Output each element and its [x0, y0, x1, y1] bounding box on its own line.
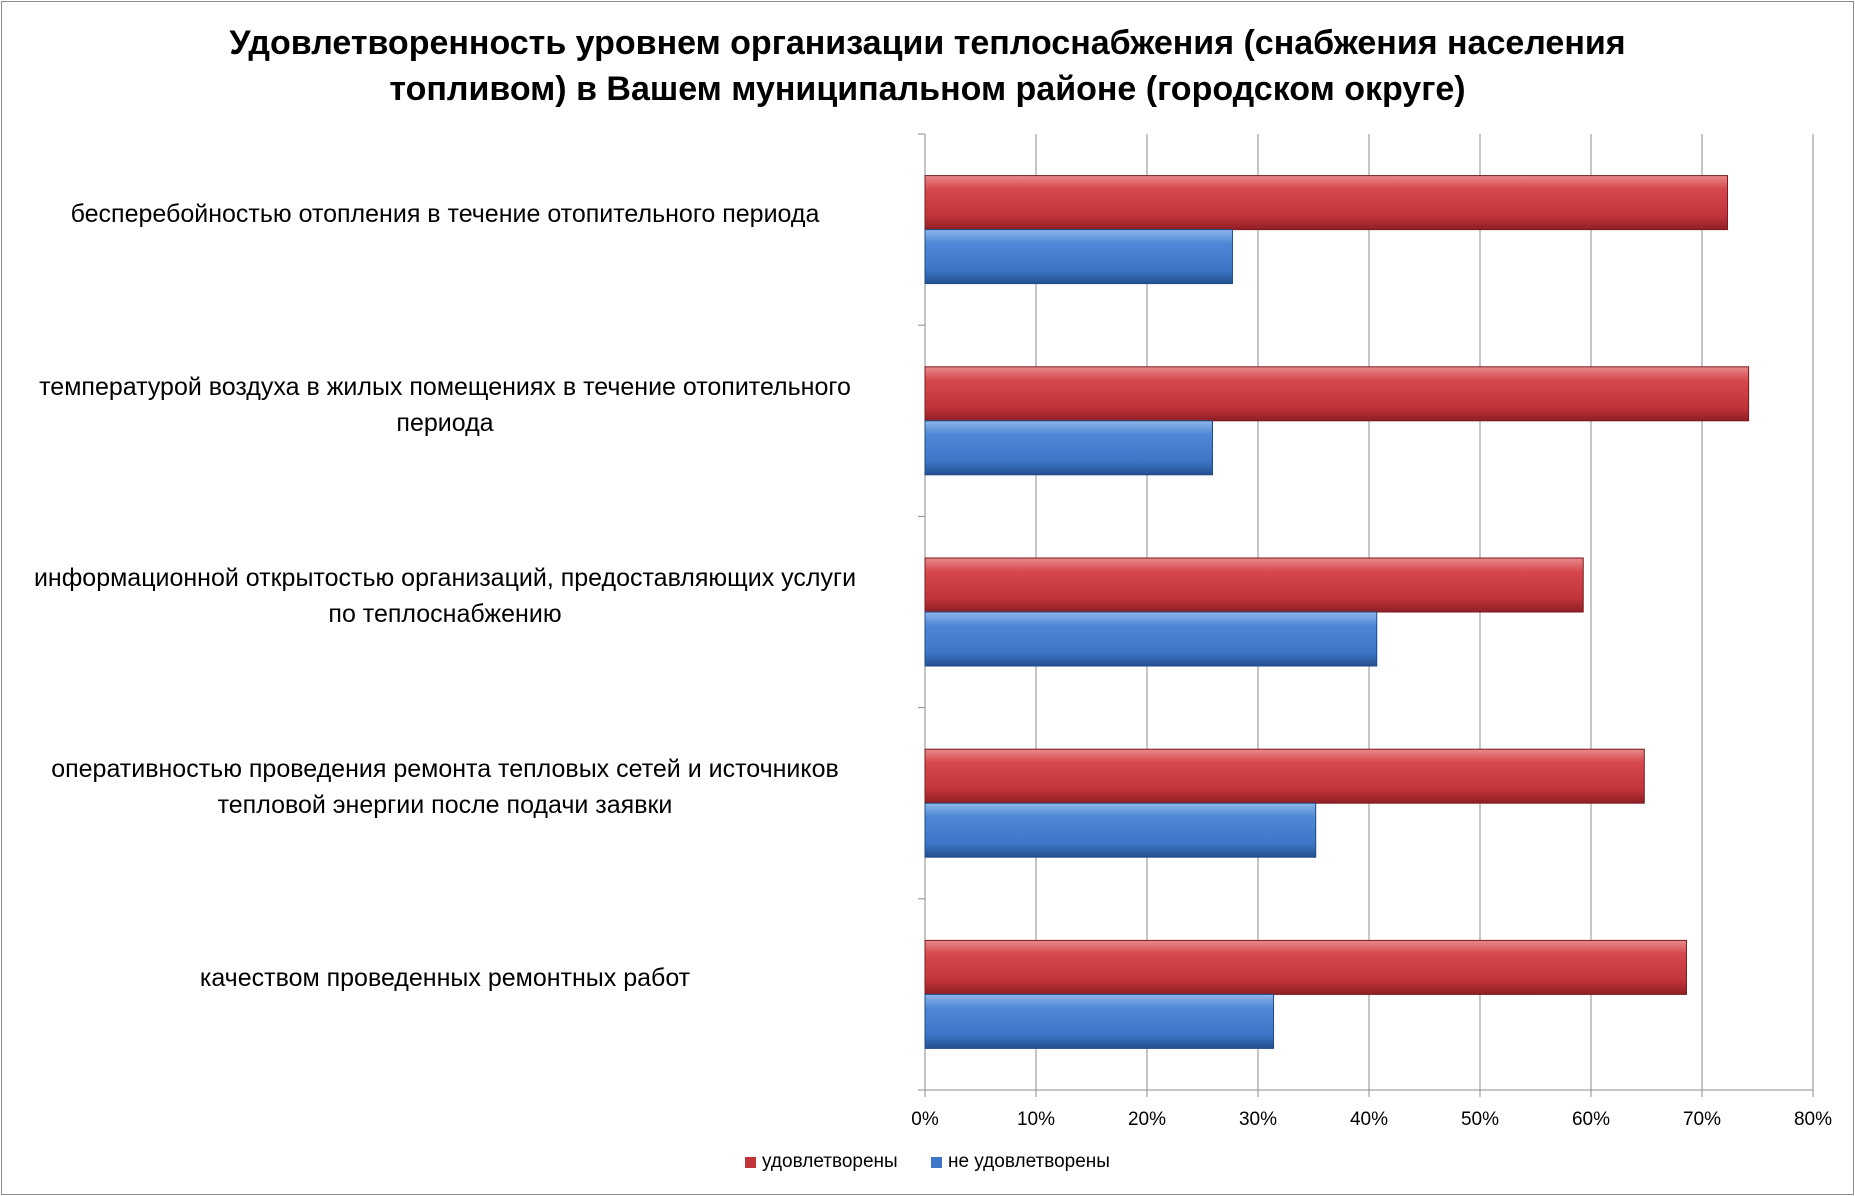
bar-satisfied	[924, 939, 1687, 995]
bar-not-satisfied	[924, 993, 1275, 1049]
legend-label-satisfied: удовлетворены	[762, 1151, 898, 1172]
x-tick-label: 40%	[1350, 1109, 1388, 1130]
bar-not-satisfied	[924, 420, 1213, 476]
x-tick-label: 30%	[1239, 1109, 1277, 1130]
legend-label-not-satisfied: не удовлетворены	[947, 1151, 1110, 1172]
legend: удовлетворены не удовлетворены	[0, 1151, 1855, 1174]
category-label-line: температурой воздуха в жилых помещениях …	[39, 372, 851, 401]
category-label: оперативностью проведения ремонта теплов…	[0, 751, 895, 823]
category-label-line: по теплоснабжению	[328, 600, 562, 628]
x-tick-label: 0%	[911, 1109, 939, 1130]
x-tick-label: 80%	[1794, 1109, 1832, 1130]
x-tick-label: 50%	[1461, 1109, 1499, 1130]
category-label-line: бесперебойностью отопления в течение ото…	[70, 199, 820, 228]
chart-title-line-1: Удовлетворенность уровнем организации те…	[229, 24, 1626, 62]
x-tick-label: 60%	[1572, 1109, 1610, 1130]
legend-swatch-satisfied	[745, 1156, 757, 1168]
legend-item-satisfied: удовлетворены	[745, 1151, 898, 1173]
bar-satisfied	[924, 366, 1750, 422]
bar-satisfied	[924, 175, 1729, 231]
category-label-line: качеством проведенных ремонтных работ	[199, 964, 691, 993]
x-tick-label: 70%	[1683, 1109, 1721, 1130]
category-label: качеством проведенных ремонтных работ	[0, 960, 895, 996]
chart-title: Удовлетворенность уровнем организации те…	[0, 20, 1855, 112]
chart-title-line-2: топливом) в Вашем муниципальном районе (…	[389, 70, 1466, 108]
category-label-line: оперативностью проведения ремонта теплов…	[51, 755, 839, 784]
category-label-line: информационной открытостью организаций, …	[33, 564, 857, 592]
legend-swatch-not-satisfied	[930, 1156, 942, 1168]
bar-not-satisfied	[924, 229, 1233, 285]
category-label: информационной открытостью организаций, …	[0, 560, 895, 632]
bar-not-satisfied	[924, 611, 1378, 667]
x-tick-label: 10%	[1017, 1109, 1055, 1130]
category-label-line: периода	[396, 408, 494, 437]
category-label: температурой воздуха в жилых помещениях …	[0, 369, 895, 441]
x-tick-label: 20%	[1128, 1109, 1166, 1130]
legend-item-not-satisfied: не удовлетворены	[930, 1151, 1110, 1173]
bar-not-satisfied	[924, 802, 1317, 858]
bar-satisfied	[924, 557, 1584, 613]
category-label: бесперебойностью отопления в течение ото…	[0, 196, 895, 232]
bar-satisfied	[924, 748, 1645, 804]
category-label-line: тепловой энергии после подачи заявки	[217, 791, 673, 820]
